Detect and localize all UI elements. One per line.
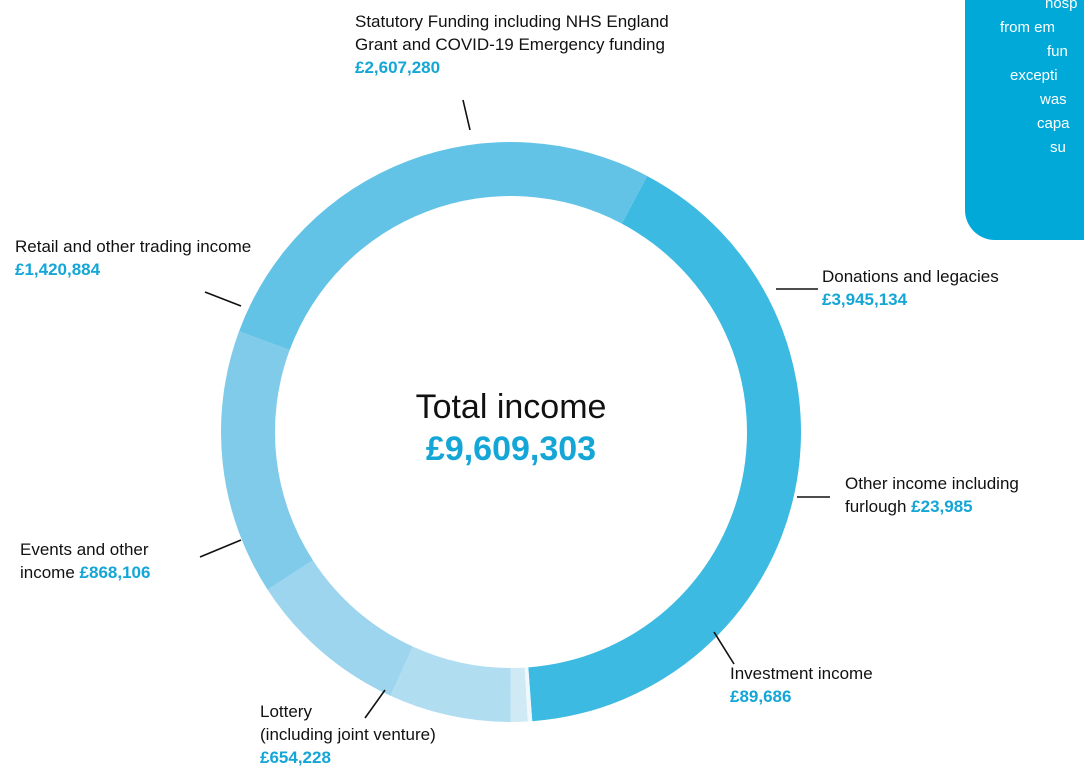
segment [528,175,801,722]
callout-text: fun [1047,43,1068,60]
segment-label: Donations and legacies £3,945,134 [822,265,1032,311]
value-label: £89,686 [730,687,792,706]
category-label: Donations and legacies [822,267,999,286]
segment-label: Events and other income £868,106 [20,538,205,584]
callout: hosp from em fun excepti was capa su [965,0,1084,240]
segment [390,646,511,722]
leaders [199,99,830,719]
ring [221,142,801,723]
category-label: Statutory Funding including NHS England … [355,12,669,54]
category-label: Retail and other trading income [15,237,252,256]
callout-text: su [1050,139,1066,156]
segment-label: Statutory Funding including NHS England … [355,10,685,79]
center-value: £9,609,303 [425,430,597,468]
segment [239,142,648,351]
segment-label: Other income including furlough £23,985 [845,472,1084,518]
value-label: £1,420,884 [15,260,101,279]
segment [510,667,528,723]
callout-text: was [1039,91,1067,108]
leader [364,689,386,719]
value-label: £3,945,134 [822,290,908,309]
category-label: Investment income [730,664,873,683]
value-label: £2,607,280 [355,58,441,77]
leader [204,291,242,307]
callout-text: from em [1000,19,1055,36]
value-label: £868,106 [79,563,151,582]
segment-label: Lottery (including joint venture) £654,2… [260,700,520,769]
callout-text: capa [1037,115,1070,132]
leader [199,539,242,558]
segment-label: Investment income £89,686 [730,662,910,708]
callout-text: hosp [1045,0,1078,12]
leader [462,99,471,131]
center-title: Total income [415,388,607,426]
callout-box [965,0,1084,240]
value-label: £654,228 [260,748,331,767]
category-label: Lottery (including joint venture) [260,702,436,744]
segment-label: Retail and other trading income £1,420,8… [15,235,265,281]
segment [524,667,533,722]
segment [221,331,313,590]
leader [713,631,735,665]
callout-text: excepti [1010,67,1058,84]
category-label: Other income including furlough [845,474,1019,516]
category-label: Events and other income [20,540,149,582]
value-label: £23,985 [911,497,973,516]
segment [267,560,413,696]
